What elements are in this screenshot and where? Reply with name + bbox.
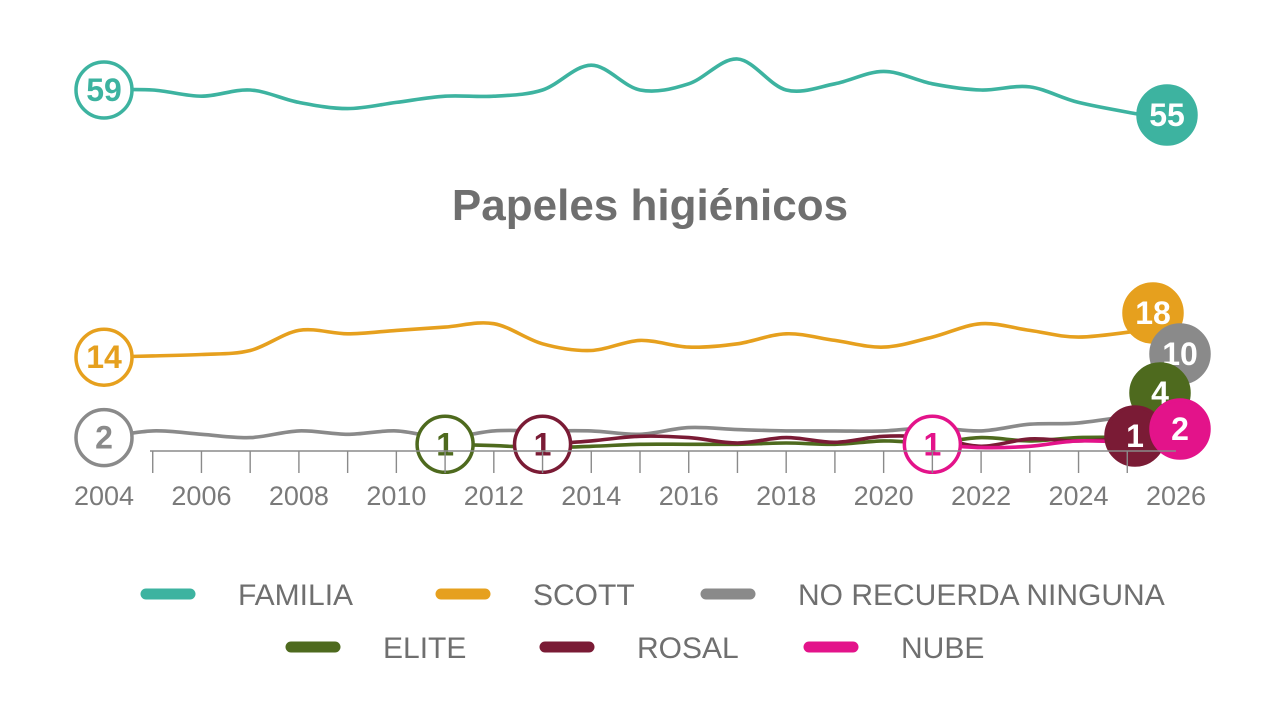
end-badge-familia-circle bbox=[1136, 84, 1198, 146]
start-badge-rosal-label: 1 bbox=[534, 426, 552, 462]
x-tick-label: 2024 bbox=[1049, 481, 1109, 511]
start-badge-elite-label: 1 bbox=[436, 426, 454, 462]
series-line-rosal bbox=[540, 434, 1144, 449]
x-tick-label: 2008 bbox=[269, 481, 329, 511]
start-badge-scott-circle bbox=[74, 327, 134, 387]
x-tick-label: 2004 bbox=[74, 481, 134, 511]
start-badge-familia-label: 59 bbox=[86, 72, 122, 108]
legend: FAMILIA SCOTT NO RECUERDA NINGUNA ELITE ROSA… bbox=[140, 579, 1165, 665]
x-tick-label: 2014 bbox=[561, 481, 621, 511]
legend-label-familia: FAMILIA bbox=[238, 579, 353, 612]
start-badge-scott-label: 14 bbox=[86, 339, 122, 375]
x-tick-label: 2012 bbox=[464, 481, 524, 511]
end-badge-elite-label: 4 bbox=[1151, 375, 1169, 411]
familia-panel: 59 55 bbox=[74, 57, 1198, 146]
series-line-scott bbox=[102, 321, 1144, 359]
legend-label-no-recuerda-ninguna: NO RECUERDA NINGUNA bbox=[798, 579, 1165, 612]
x-tick-label: 2020 bbox=[854, 481, 914, 511]
x-tick-label: 2018 bbox=[756, 481, 816, 511]
start-badge-nube-label: 1 bbox=[923, 426, 941, 462]
x-tick-label: 2022 bbox=[951, 481, 1011, 511]
end-badge-nube-circle bbox=[1149, 398, 1211, 460]
x-tick-label: 2016 bbox=[659, 481, 719, 511]
start-badge-no-recuerda-ninguna-label: 2 bbox=[95, 420, 113, 456]
legend-label-rosal: ROSAL bbox=[637, 632, 739, 665]
chart-title: Papeles higiénicos bbox=[452, 181, 848, 230]
legend-label-nube: NUBE bbox=[901, 632, 984, 665]
end-badge-rosal-label: 1 bbox=[1126, 418, 1144, 454]
start-badge-familia-circle bbox=[74, 60, 134, 120]
legend-label-scott: SCOTT bbox=[533, 579, 635, 612]
legend-label-elite: ELITE bbox=[383, 632, 466, 665]
end-badge-scott-label: 18 bbox=[1135, 295, 1171, 331]
x-tick-label: 2026 bbox=[1146, 481, 1206, 511]
end-badge-familia-label: 55 bbox=[1149, 97, 1185, 133]
series-line-nube bbox=[930, 439, 1144, 450]
x-tick-label: 2010 bbox=[366, 481, 426, 511]
series-line-no-recuerda-ninguna bbox=[102, 412, 1144, 440]
end-badge-nube-label: 2 bbox=[1171, 411, 1189, 447]
x-tick-label: 2006 bbox=[171, 481, 231, 511]
x-axis: 2004 2006 2008 2010 2012 2014 2016 2018 2020 2022… bbox=[74, 450, 1206, 511]
start-badge-no-recuerda-ninguna-circle bbox=[74, 407, 134, 468]
series-line-familia bbox=[102, 57, 1144, 117]
